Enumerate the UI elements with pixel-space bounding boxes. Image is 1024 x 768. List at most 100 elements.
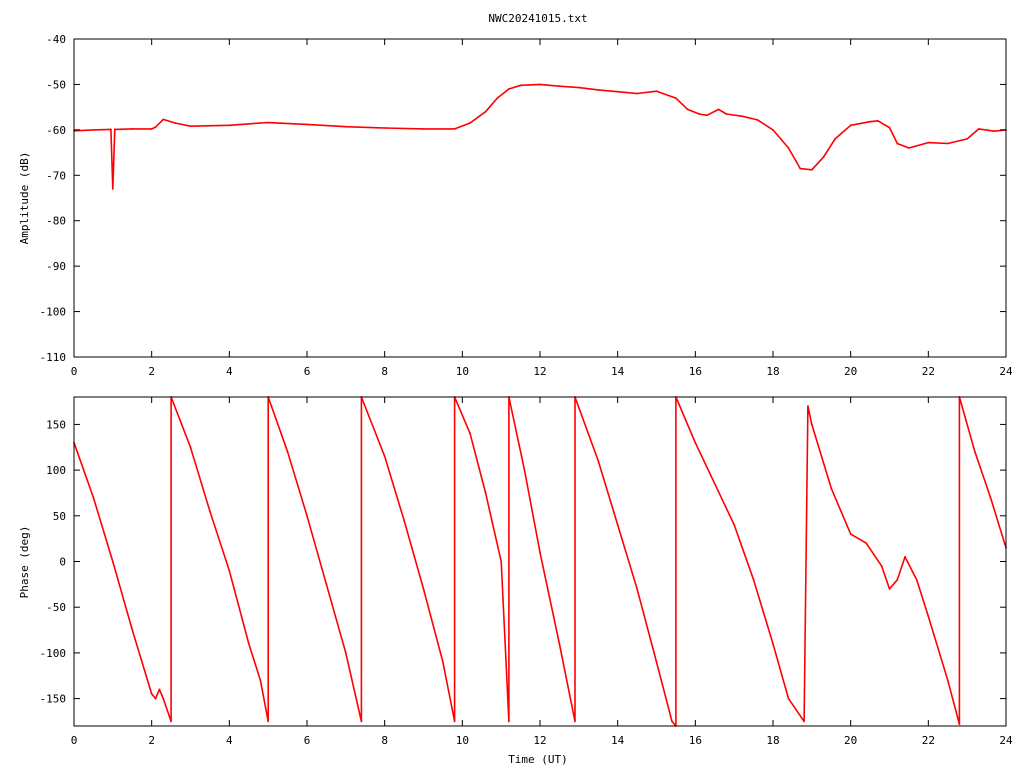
amplitude-data-point bbox=[787, 147, 790, 149]
phase-data-point bbox=[154, 697, 157, 700]
phase-y-tick-label: -50 bbox=[46, 601, 66, 614]
amplitude-x-tick-label: 22 bbox=[922, 365, 935, 378]
amplitude-data-point bbox=[189, 125, 192, 128]
amplitude-x-tick-label: 16 bbox=[689, 365, 702, 378]
phase-data-point bbox=[158, 688, 161, 691]
amplitude-data-point bbox=[686, 108, 689, 111]
phase-data-point bbox=[989, 496, 992, 499]
phase-axes: 0 2 4 6 8 10 12 14 16 18 20 22 24150100500-50-100-15… bbox=[40, 396, 1013, 747]
amplitude-data-point bbox=[162, 118, 165, 121]
amplitude-data-point bbox=[92, 129, 95, 131]
phase-data-point bbox=[422, 588, 425, 590]
phase-data-point bbox=[733, 524, 736, 526]
amplitude-data-point bbox=[655, 90, 658, 93]
phase-y-tick-label: -100 bbox=[40, 647, 67, 660]
phase-y-axis-label: Phase (deg) bbox=[18, 526, 31, 599]
phase-x-tick-label: 16 bbox=[689, 734, 702, 747]
amplitude-data-point bbox=[496, 97, 499, 99]
amplitude-y-axis-label: Amplitude (dB) bbox=[18, 152, 31, 245]
phase-data-point bbox=[508, 720, 510, 723]
phase-data-point bbox=[523, 469, 526, 471]
phase-data-point bbox=[247, 642, 250, 645]
chart-title: NWC20241015.txt bbox=[488, 12, 587, 25]
amplitude-data-point bbox=[597, 89, 600, 91]
amplitude-data-point bbox=[810, 168, 813, 171]
amplitude-x-tick-label: 24 bbox=[999, 365, 1013, 378]
amplitude-axes: 0 2 4 6 8 10 12 14 16 18 20 22 24-40-50-60-70-80-90-… bbox=[40, 33, 1013, 378]
amplitude-y-tick-label: -70 bbox=[46, 169, 66, 182]
amplitude-x-tick-label: 18 bbox=[766, 365, 779, 378]
amplitude-x-tick-label: 2 bbox=[148, 365, 155, 378]
amplitude-data-point bbox=[422, 127, 425, 130]
phase-data-point bbox=[189, 446, 192, 449]
phase-x-tick-label: 20 bbox=[844, 734, 857, 747]
amplitude-data-point bbox=[519, 84, 522, 87]
amplitude-data-point bbox=[876, 119, 879, 122]
phase-data-point bbox=[539, 551, 541, 554]
amplitude-data-point bbox=[908, 147, 910, 149]
phase-data-point bbox=[810, 423, 813, 426]
phase-data-point bbox=[830, 487, 833, 490]
amplitude-data-point bbox=[888, 126, 891, 129]
amplitude-data-point bbox=[636, 92, 638, 95]
phase-data-point bbox=[915, 578, 918, 581]
amplitude-x-tick-label: 14 bbox=[611, 365, 625, 378]
amplitude-data-point bbox=[267, 121, 270, 124]
amplitude-x-tick-label: 4 bbox=[226, 365, 233, 378]
amplitude-data-point bbox=[822, 156, 825, 159]
phase-data-point bbox=[325, 583, 328, 586]
phase-x-tick-label: 24 bbox=[999, 734, 1013, 747]
amplitude-data-point bbox=[539, 83, 541, 86]
amplitude-y-tick-label: -80 bbox=[46, 215, 66, 228]
amplitude-data-point bbox=[131, 127, 134, 130]
phase-data-point bbox=[170, 720, 173, 723]
amplitude-data-point bbox=[113, 128, 116, 131]
phase-data-point bbox=[888, 588, 891, 590]
phase-data-point bbox=[904, 556, 906, 558]
amplitude-y-tick-label: -60 bbox=[46, 124, 66, 137]
phase-data-point bbox=[803, 720, 805, 723]
phase-data-point bbox=[946, 679, 949, 682]
phase-data-point bbox=[752, 578, 755, 581]
phase-data-point bbox=[558, 642, 561, 645]
phase-data-point bbox=[974, 450, 976, 453]
phase-data-point bbox=[849, 533, 852, 535]
amplitude-data-point bbox=[154, 126, 157, 128]
phase-data-point bbox=[484, 492, 487, 494]
amplitude-data-point bbox=[772, 129, 774, 131]
amplitude-data-point bbox=[469, 122, 471, 124]
amplitude-data-point bbox=[993, 130, 996, 133]
phase-y-tick-label: 0 bbox=[59, 556, 66, 569]
phase-data-point bbox=[880, 565, 883, 567]
phase-data-point bbox=[772, 642, 774, 645]
amplitude-panel: 0 2 4 6 8 10 12 14 16 18 20 22 24-40-50-60-70-80-90-… bbox=[18, 33, 1013, 378]
amplitude-data-point bbox=[111, 188, 114, 190]
amplitude-data-point bbox=[110, 128, 112, 131]
amplitude-data-point bbox=[174, 122, 176, 124]
amplitude-data-point bbox=[616, 90, 619, 93]
amplitude-data-point bbox=[558, 85, 561, 88]
phase-data-point bbox=[469, 432, 471, 435]
phase-data-point bbox=[360, 720, 363, 723]
phase-x-tick-label: 14 bbox=[611, 734, 625, 747]
amplitude-data-point bbox=[977, 127, 980, 130]
amplitude-y-tick-label: -100 bbox=[40, 306, 67, 319]
phase-x-tick-label: 18 bbox=[766, 734, 779, 747]
phase-x-tick-label: 0 bbox=[71, 734, 78, 747]
phase-data-point bbox=[453, 720, 456, 723]
amplitude-x-tick-label: 20 bbox=[844, 365, 857, 378]
amplitude-y-tick-label: -90 bbox=[46, 260, 66, 273]
phase-data-point bbox=[500, 560, 503, 563]
phase-data-point bbox=[958, 723, 961, 726]
amplitude-data-point bbox=[927, 141, 930, 144]
amplitude-y-tick-label: -110 bbox=[40, 351, 67, 364]
amplitude-data-point bbox=[756, 119, 759, 121]
amplitude-data-point bbox=[675, 97, 677, 99]
phase-data-point bbox=[616, 524, 619, 526]
amplitude-y-tick-label: -50 bbox=[46, 78, 66, 91]
amplitude-data-point bbox=[741, 115, 743, 118]
amplitude-data-point bbox=[383, 127, 386, 129]
phase-x-tick-label: 6 bbox=[304, 734, 311, 747]
phase-data-point bbox=[597, 460, 600, 462]
phase-data-point bbox=[306, 514, 308, 517]
